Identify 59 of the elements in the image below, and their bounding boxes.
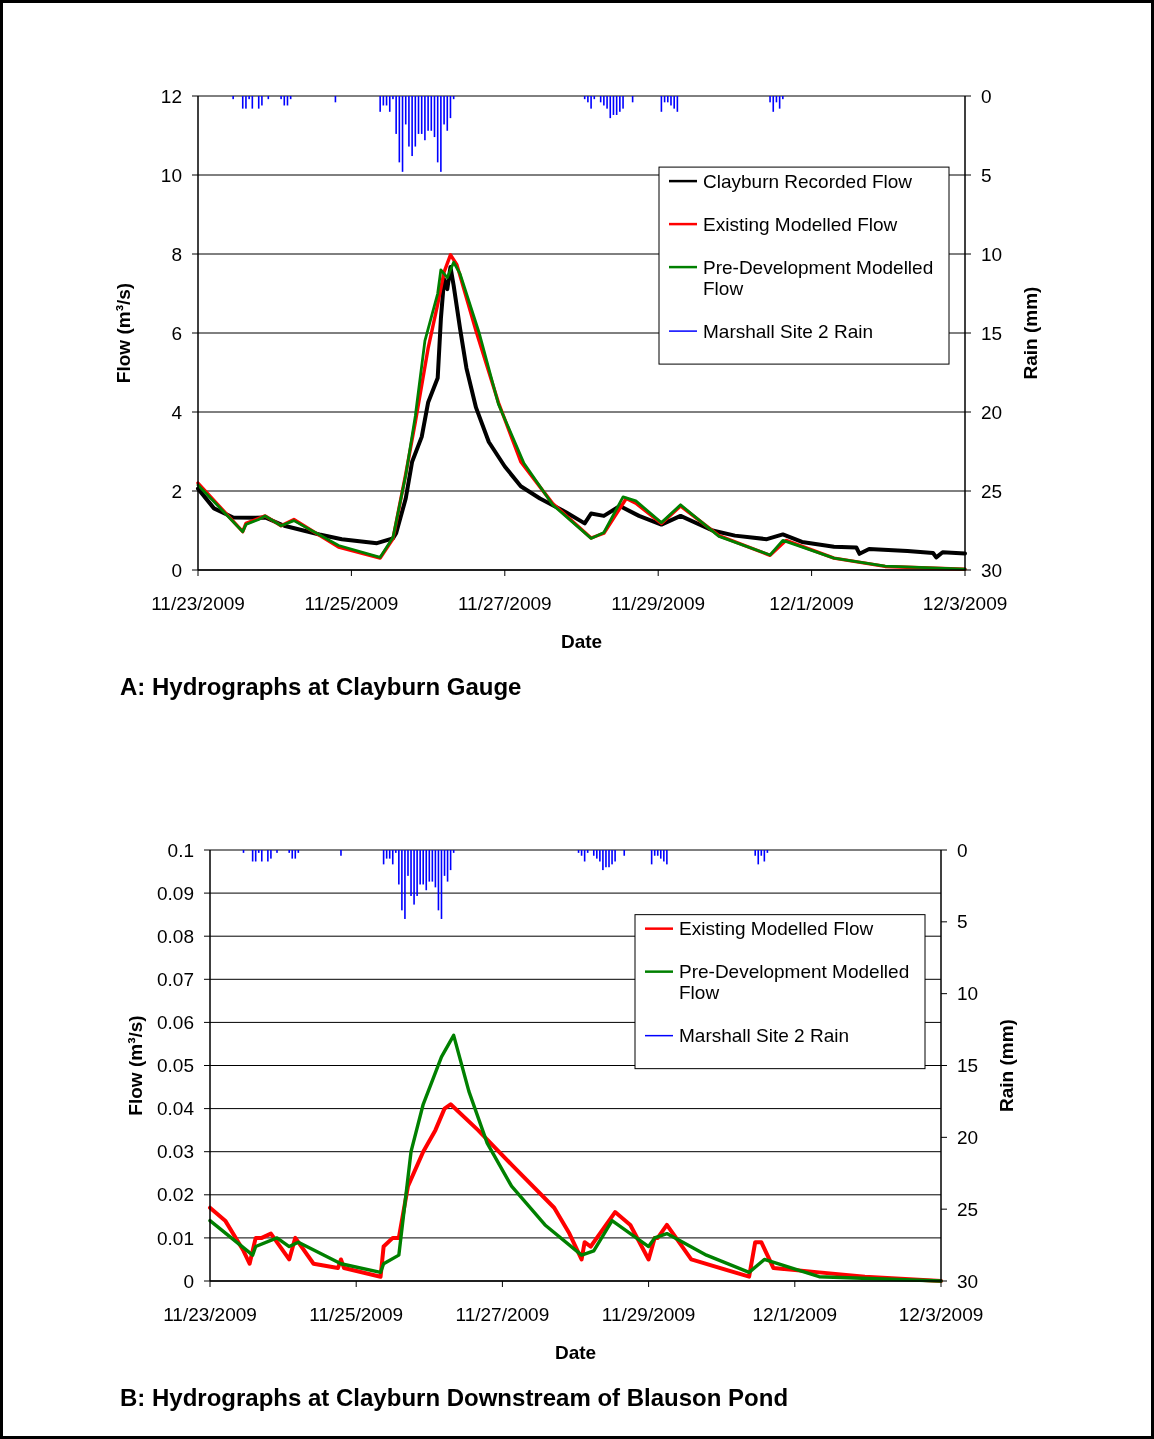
y-axis-title: Flow (m³/s) <box>125 1015 146 1116</box>
legend-label: Pre-Development Modelled Flow <box>703 256 934 299</box>
legend-label: Pre-Development Modelled Flow <box>679 961 910 1004</box>
y-tick-label: 2 <box>171 480 182 502</box>
x-tick-label: 11/27/2009 <box>455 1304 550 1325</box>
legend-label: Existing Modelled Flow <box>679 918 874 940</box>
x-tick-label: 11/29/2009 <box>611 593 706 614</box>
y-tick-label: 0.04 <box>157 1098 195 1120</box>
x-tick-label: 12/1/2009 <box>769 593 854 614</box>
y-tick-label: 0.1 <box>167 839 194 861</box>
y-tick-label: 4 <box>171 401 183 423</box>
legend-label: Marshall Site 2 Rain <box>679 1025 850 1047</box>
y-tick-label: 0.06 <box>157 1012 194 1034</box>
y2-tick-label: 15 <box>957 1055 979 1077</box>
y-tick-label: 10 <box>160 164 182 186</box>
y-tick-label: 0 <box>183 1270 194 1292</box>
y2-axis-title: Rain (mm) <box>1020 286 1041 380</box>
legend-label: Existing Modelled Flow <box>703 213 898 235</box>
x-tick-label: 12/3/2009 <box>922 593 1008 614</box>
y2-tick-label: 10 <box>981 243 1003 265</box>
x-tick-label: 11/23/2009 <box>163 1304 257 1325</box>
y2-tick-label: 5 <box>981 164 992 186</box>
text: B: Hydrographs at Clayburn Downstream of Blauson Pond <box>120 1384 789 1411</box>
y2-tick-label: 0 <box>981 85 992 107</box>
x-tick-label: 12/1/2009 <box>752 1304 838 1325</box>
x-tick-label: 12/3/2009 <box>898 1304 984 1325</box>
x-tick-label: 11/25/2009 <box>304 593 399 614</box>
y-tick-label: 0.05 <box>157 1055 194 1077</box>
y-tick-label: 0.02 <box>157 1184 194 1206</box>
y2-tick-label: 0 <box>957 839 968 861</box>
y-tick-label: 0.01 <box>157 1227 194 1249</box>
y2-tick-label: 30 <box>957 1270 979 1292</box>
y2-tick-label: 10 <box>957 983 979 1005</box>
y-tick-label: 0 <box>171 559 182 581</box>
x-axis-title: Date <box>554 1342 597 1363</box>
y-axis-title: Flow (m³/s) <box>113 282 134 384</box>
y-tick-label: 0.08 <box>157 925 194 947</box>
y2-tick-label: 25 <box>981 480 1003 502</box>
x-tick-label: 11/27/2009 <box>457 593 552 614</box>
y2-tick-label: 15 <box>981 322 1003 344</box>
y-tick-label: 0.03 <box>157 1141 194 1163</box>
y-tick-label: 8 <box>171 243 182 265</box>
y-tick-label: 0.07 <box>157 968 194 990</box>
y-tick-label: 12 <box>160 85 182 107</box>
y2-tick-label: 25 <box>957 1198 979 1220</box>
legend-label: Clayburn Recorded Flow <box>703 170 913 192</box>
x-tick-label: 11/29/2009 <box>601 1304 696 1325</box>
x-tick-label: 11/23/2009 <box>151 593 245 614</box>
x-tick-label: 11/25/2009 <box>309 1304 404 1325</box>
legend-label: Marshall Site 2 Rain <box>703 320 874 342</box>
y2-tick-label: 20 <box>957 1126 979 1148</box>
y-tick-label: 6 <box>171 322 182 344</box>
y2-axis-title: Rain (mm) <box>996 1019 1017 1112</box>
y-tick-label: 0.09 <box>157 882 194 904</box>
y2-tick-label: 5 <box>957 911 968 933</box>
x-axis-title: Date <box>560 631 603 652</box>
y2-tick-label: 30 <box>981 559 1003 581</box>
text: A: Hydrographs at Clayburn Gauge <box>120 673 522 700</box>
y2-tick-label: 20 <box>981 401 1003 423</box>
